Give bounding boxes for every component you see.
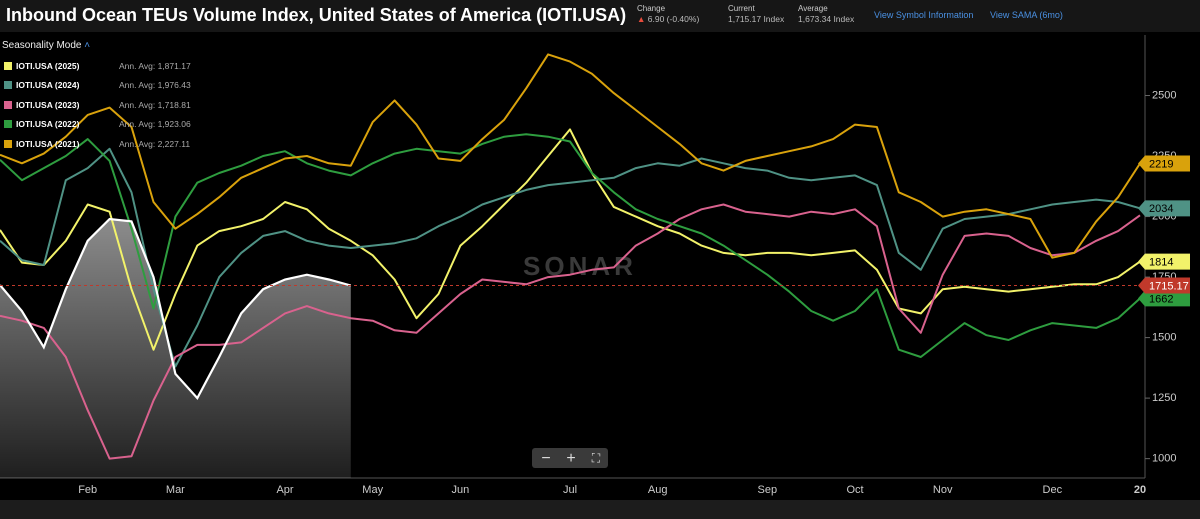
watermark: SONAR: [523, 251, 637, 281]
link[interactable]: View SAMA (6mo): [990, 10, 1063, 20]
x-tick-label: Aug: [648, 484, 668, 496]
series-line: [0, 133, 1141, 358]
legend-avg: Ann. Avg: 1,976.43: [119, 80, 191, 91]
legend-label: IOTI.USA (2021): [16, 138, 80, 149]
series-line: [0, 128, 1141, 351]
legend-item[interactable]: IOTI.USA (2024) Ann. Avg: 1,976.43: [4, 76, 191, 96]
x-tick-label: Mar: [166, 484, 185, 496]
x-tick-label: 20: [1134, 484, 1146, 496]
zoom-bg: [532, 448, 608, 468]
series-line: [0, 203, 1141, 460]
series-line: [0, 53, 1141, 259]
y-tick-label: 1250: [1152, 392, 1176, 404]
zoom-reset[interactable]: ⛶: [591, 451, 601, 465]
stat-value: 1,673.34 Index: [798, 14, 855, 24]
legend-label: IOTI.USA (2025): [16, 60, 80, 71]
zoom-out[interactable]: −: [541, 450, 550, 467]
x-tick-label: Apr: [276, 484, 293, 496]
x-tick-label: Feb: [78, 484, 97, 496]
stat: Average 1,673.34 Index: [798, 3, 854, 25]
y-tick-label: 1000: [1152, 453, 1176, 465]
current-area: [0, 219, 351, 478]
x-tick-label: Sep: [758, 484, 778, 496]
header: Inbound Ocean TEUs Volume Index, United …: [0, 0, 1200, 32]
end-tag-label: 1715.17: [1149, 280, 1189, 292]
x-tick-label: Jun: [452, 484, 470, 496]
end-tag-label: 2034: [1149, 203, 1173, 215]
end-tag-label: 1814: [1149, 256, 1173, 268]
end-tag-label: 2219: [1149, 158, 1173, 170]
end-tag: [1138, 277, 1190, 294]
zoom-controls: − + ⛶: [532, 448, 608, 468]
legend-item[interactable]: IOTI.USA (2023) Ann. Avg: 1,718.81: [4, 95, 191, 115]
x-tick-label: Jul: [563, 484, 577, 496]
legend-label: IOTI.USA (2022): [16, 119, 80, 130]
legend-swatch: [4, 100, 12, 109]
end-tag: [1138, 200, 1190, 217]
y-tick-label: 2500: [1152, 89, 1176, 101]
x-tick-label: Oct: [846, 484, 863, 496]
legend-item[interactable]: IOTI.USA (2021) Ann. Avg: 2,227.11: [4, 134, 191, 154]
end-tag: [1138, 253, 1190, 270]
legend-avg: Ann. Avg: 2,227.11: [119, 138, 191, 149]
series-line: [0, 147, 1141, 368]
end-tag: [1138, 290, 1190, 307]
legend-swatch: [4, 120, 12, 129]
legend-swatch: [4, 139, 12, 148]
end-tag-label: 1662: [1149, 293, 1173, 305]
x-tick-label: Dec: [1043, 484, 1063, 496]
zoom-in[interactable]: +: [566, 450, 575, 467]
legend-swatch: [4, 81, 12, 90]
legend-label: IOTI.USA (2024): [16, 80, 80, 91]
stat-label: Change: [637, 4, 666, 13]
legend-item[interactable]: IOTI.USA (2022) Ann. Avg: 1,923.06: [4, 115, 191, 135]
stat-label: Average: [798, 4, 828, 13]
link[interactable]: View Symbol Information: [874, 10, 974, 20]
stat: Change ▲ 6.90 (-0.40%): [637, 3, 699, 25]
stat: Current 1,715.17 Index: [728, 3, 784, 25]
legend-avg: Ann. Avg: 1,718.81: [119, 99, 191, 110]
x-tick-label: Nov: [933, 484, 953, 496]
current-line: [0, 217, 352, 400]
y-tick-label: 1500: [1152, 332, 1176, 344]
legend-item[interactable]: IOTI.USA (2025) Ann. Avg: 1,871.17: [4, 56, 191, 76]
stat-text: 6.90 (-0.40%): [647, 14, 700, 24]
legend-avg: Ann. Avg: 1,871.17: [119, 60, 191, 71]
stat-label: Current: [728, 4, 755, 13]
mode-text: Seasonality Mode: [2, 40, 82, 51]
legend: IOTI.USA (2025) Ann. Avg: 1,871.17 IOTI.US…: [4, 56, 191, 154]
stat-value: ▲ 6.90 (-0.40%): [637, 14, 700, 24]
x-tick-label: May: [362, 484, 383, 496]
end-tag: [1138, 155, 1190, 172]
legend-swatch: [4, 61, 12, 70]
footer-bar: [0, 500, 1200, 519]
legend-label: IOTI.USA (2023): [16, 99, 80, 110]
legend-avg: Ann. Avg: 1,923.06: [119, 119, 191, 130]
title: Inbound Ocean TEUs Volume Index, United …: [6, 5, 627, 25]
mode-toggle[interactable]: Seasonality Mode ˄: [2, 40, 91, 51]
stat-value: 1,715.17 Index: [728, 14, 785, 24]
